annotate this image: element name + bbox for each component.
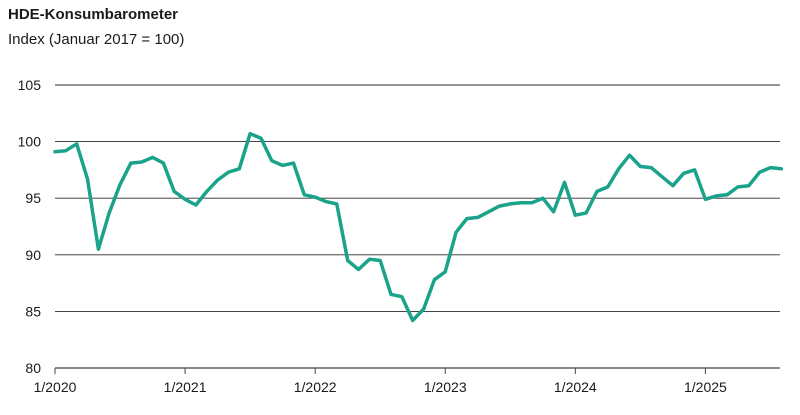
x-tick-label: 1/2021 — [164, 379, 207, 395]
gridlines — [55, 84, 780, 369]
x-axis-ticks: 1/2020 1/2021 1/2022 1/2023 1/2024 1/2025 — [34, 368, 727, 395]
x-tick-label: 1/2020 — [34, 379, 77, 395]
x-tick-label: 1/2023 — [424, 379, 467, 395]
y-tick-label: 90 — [25, 247, 41, 263]
chart-title: HDE-Konsumbarometer — [8, 6, 179, 23]
y-tick-label: 80 — [25, 360, 41, 376]
x-tick-label: 1/2022 — [294, 379, 337, 395]
y-axis-ticks: 80 85 90 95 100 105 — [18, 77, 42, 376]
y-tick-label: 95 — [25, 190, 41, 206]
x-tick-label: 1/2024 — [554, 379, 597, 395]
series-line-0 — [53, 131, 784, 323]
y-tick-label: 105 — [18, 77, 42, 93]
chart-subtitle: Index (Januar 2017 = 100) — [8, 31, 185, 48]
series-group — [53, 131, 784, 323]
y-tick-label: 85 — [25, 303, 41, 319]
y-tick-label: 100 — [18, 134, 42, 150]
x-tick-label: 1/2025 — [684, 379, 727, 395]
